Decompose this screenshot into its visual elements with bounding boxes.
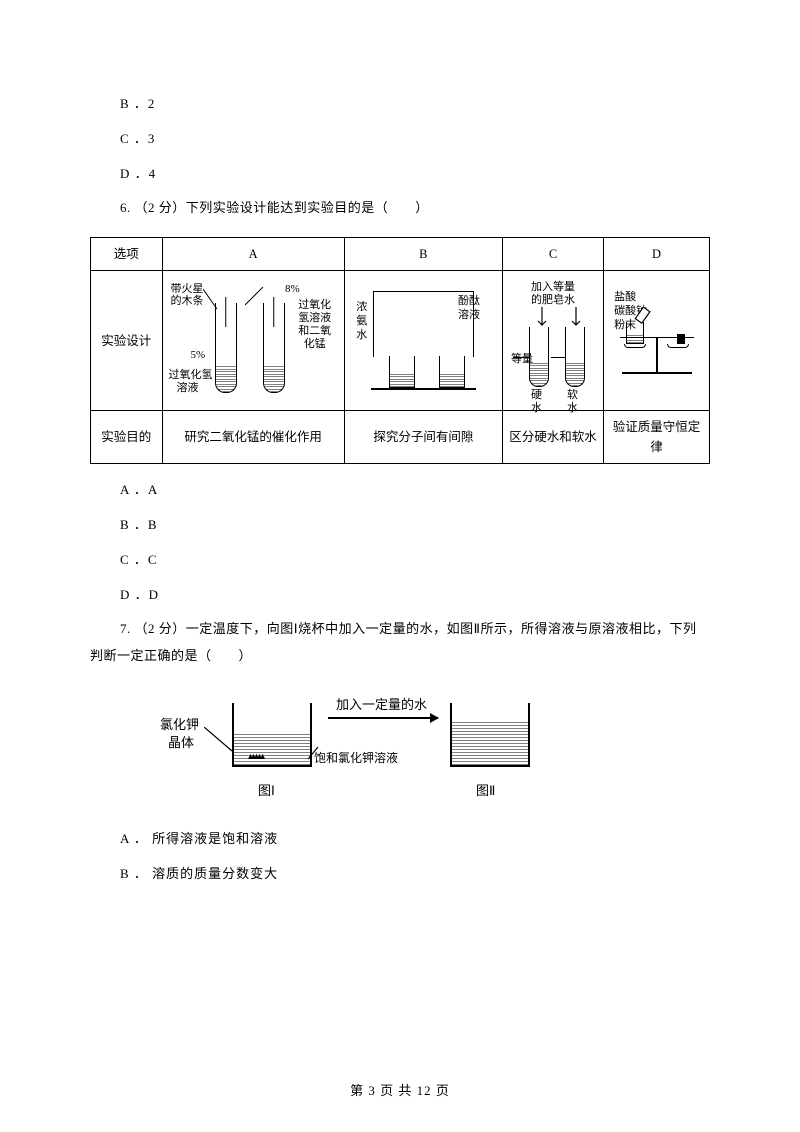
q6-opt-b[interactable]: B ．B	[120, 515, 710, 536]
a-r5: 化锰	[294, 338, 336, 351]
purpose-c: 区分硬水和软水	[503, 411, 604, 464]
f7-f1: 图Ⅰ	[258, 781, 275, 802]
purpose-d: 验证质量守恒定律	[604, 411, 710, 464]
diagram-c: 加入等量 的肥皂水 等量 硬 水 软 水	[507, 277, 599, 404]
f7-f2: 图Ⅱ	[476, 781, 495, 802]
c-b2: 水	[531, 402, 542, 415]
pointer-crystal	[204, 727, 234, 753]
pour-tube	[634, 308, 652, 326]
arrow-7	[328, 717, 438, 719]
diagram-b-cell: 浓 氨 水 酚酞 溶液	[344, 271, 502, 411]
q7-opt-a[interactable]: A ． 所得溶液是饱和溶液	[120, 829, 710, 850]
c-t2: 的肥皂水	[507, 294, 599, 307]
diagram-a-cell: 带火星 的木条 8% 过氧化 氢溶液 和二氧 化锰 5% 过氧化氢 溶液	[162, 271, 344, 411]
a-lb2: 过氧化氢	[169, 369, 213, 382]
q7-text: 7. （2 分）一定温度下，向图Ⅰ烧杯中加入一定量的水，如图Ⅱ所示，所得溶液与原…	[120, 619, 710, 640]
a-lbl-2: 的木条	[171, 295, 204, 308]
a-lbl-1: 带火星	[171, 283, 204, 296]
weight	[677, 334, 685, 344]
arrow-c2	[569, 307, 583, 329]
q7-opt-b[interactable]: B ． 溶质的质量分数变大	[120, 864, 710, 885]
c-b3: 软	[567, 389, 578, 402]
q6-opt-a[interactable]: A ．A	[120, 480, 710, 501]
a-r3: 氢溶液	[294, 312, 336, 325]
diagram-b: 浓 氨 水 酚酞 溶液	[349, 277, 498, 404]
q6-text: 6. （2 分）下列实验设计能达到实验目的是（ ）	[120, 198, 710, 219]
f7-mid: 饱和氯化钾溶液	[314, 749, 398, 768]
pointer-right	[245, 287, 265, 307]
option-b-top[interactable]: B ．2	[120, 94, 710, 115]
design-row: 实验设计 带火星 的木条 8% 过氧化 氢溶液 和二氧 化锰 5% 过氧化氢 溶…	[91, 271, 710, 411]
page-footer: 第 3 页 共 12 页	[0, 1081, 800, 1102]
pan-left	[624, 344, 646, 348]
c-mid: 等量	[511, 353, 533, 366]
pan-right	[667, 344, 689, 348]
th-label: 选项	[91, 238, 163, 271]
diagram-d-cell: 盐酸 碳酸钠 粉末	[604, 271, 710, 411]
dash2	[551, 357, 565, 358]
experiment-table: 选项 A B C D 实验设计 带火星 的木条 8% 过氧化 氢溶液 和二氧 化…	[90, 237, 710, 464]
c-t1: 加入等量	[507, 281, 599, 294]
pointer-left	[203, 289, 219, 311]
diagram-c-cell: 加入等量 的肥皂水 等量 硬 水 软 水	[503, 271, 604, 411]
f7-arrow-lbl: 加入一定量的水	[336, 695, 427, 716]
q7-cont: 判断一定正确的是（ ）	[90, 646, 710, 667]
q6-opt-d[interactable]: D ．D	[120, 585, 710, 606]
purpose-row: 实验目的 研究二氧化锰的催化作用 探究分子间有间隙 区分硬水和软水 验证质量守恒…	[91, 411, 710, 464]
c-b1: 硬	[531, 389, 542, 402]
f7-ll2: 晶体	[168, 733, 194, 754]
q6-opt-c[interactable]: C ．C	[120, 550, 710, 571]
a-r4: 和二氧	[294, 325, 336, 338]
tube-left	[215, 303, 237, 393]
figure-7: ▴▴▴▴▴ 氯化钾 晶体 加入一定量的水 饱和氯化钾溶液 图Ⅰ 图Ⅱ	[160, 685, 540, 815]
a-lb: 5%	[191, 349, 206, 362]
th-b: B	[344, 238, 502, 271]
a-r1: 8%	[285, 283, 300, 296]
diagram-a: 带火星 的木条 8% 过氧化 氢溶液 和二氧 化锰 5% 过氧化氢 溶液	[167, 277, 340, 404]
th-d: D	[604, 238, 710, 271]
tube-right	[263, 303, 285, 393]
option-c-top[interactable]: C ．3	[120, 129, 710, 150]
arrow-c1	[535, 307, 549, 329]
beaker-2	[450, 703, 530, 767]
base-line	[371, 388, 476, 390]
crystals: ▴▴▴▴▴	[248, 749, 263, 765]
b-l3: 水	[355, 329, 369, 342]
purpose-label: 实验目的	[91, 411, 163, 464]
beaker-right	[439, 356, 465, 388]
header-row: 选项 A B C D	[91, 238, 710, 271]
option-d-top[interactable]: D ．4	[120, 164, 710, 185]
th-a: A	[162, 238, 344, 271]
b-r1: 酚酞	[458, 295, 480, 308]
th-c: C	[503, 238, 604, 271]
pointer-mid	[308, 747, 320, 761]
b-l1: 浓	[355, 301, 369, 314]
diagram-d: 盐酸 碳酸钠 粉末	[608, 277, 705, 404]
beaker-1: ▴▴▴▴▴	[232, 703, 312, 767]
design-label: 实验设计	[91, 271, 163, 411]
ctube2	[565, 327, 585, 387]
d-t1: 盐酸	[614, 291, 636, 304]
beaker-left	[389, 356, 415, 388]
balance-post	[656, 338, 658, 374]
purpose-b: 探究分子间有间隙	[344, 411, 502, 464]
c-b4: 水	[567, 402, 578, 415]
dash1	[513, 357, 529, 358]
a-lb3: 溶液	[177, 382, 199, 395]
b-l2: 氨	[355, 315, 369, 328]
b-r2: 溶液	[458, 309, 480, 322]
a-r2: 过氧化	[294, 299, 336, 312]
purpose-a: 研究二氧化锰的催化作用	[162, 411, 344, 464]
